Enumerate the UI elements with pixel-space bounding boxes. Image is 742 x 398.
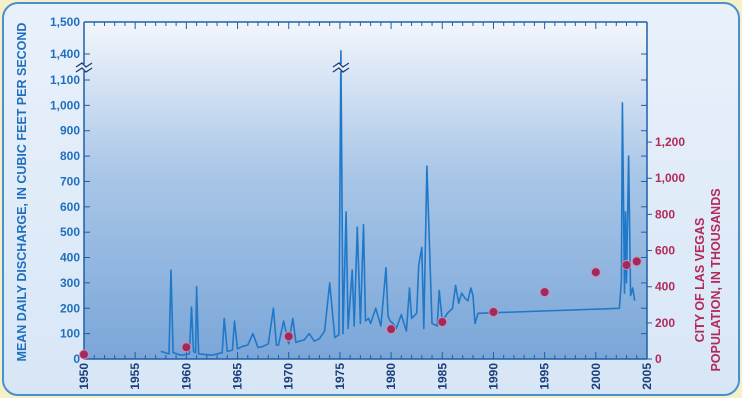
right-axis-label-line1: CITY OF LAS VEGAS xyxy=(693,218,707,343)
x-tick-label-1990: 1990 xyxy=(486,363,500,390)
x-tick-label-1995: 1995 xyxy=(538,363,552,390)
population-point xyxy=(622,261,631,270)
y-right-tick-label: 800 xyxy=(655,207,675,221)
x-tick-label-2005: 2005 xyxy=(640,363,654,390)
y-left-tick-label: 900 xyxy=(60,124,80,138)
y-right-tick-label: 0 xyxy=(655,352,662,366)
x-tick-label-1985: 1985 xyxy=(435,363,449,390)
x-tick-label-1970: 1970 xyxy=(282,363,296,390)
y-left-tick-label: 800 xyxy=(60,149,80,163)
y-right-tick-label: 1,200 xyxy=(655,135,685,149)
y-left-tick-label: 1,000 xyxy=(50,98,80,112)
y-left-tick-label: 200 xyxy=(60,301,80,315)
y-right-tick-label: 600 xyxy=(655,244,675,258)
x-tick-label-1955: 1955 xyxy=(128,363,142,390)
y-left-tick-label: 600 xyxy=(60,200,80,214)
x-tick-label-1950: 1950 xyxy=(77,363,91,390)
y-left-tick-label: 100 xyxy=(60,327,80,341)
population-point xyxy=(632,257,641,266)
population-point xyxy=(540,288,549,297)
y-left-tick-label: 1,400 xyxy=(50,47,80,61)
y-left-tick-label: 700 xyxy=(60,174,80,188)
population-point xyxy=(438,317,447,326)
y-left-tick-label: 500 xyxy=(60,225,80,239)
population-point xyxy=(182,343,191,352)
population-point xyxy=(489,308,498,317)
x-tick-label-2000: 2000 xyxy=(589,363,603,390)
population-point xyxy=(387,325,396,334)
y-right-tick-label: 400 xyxy=(655,280,675,294)
x-tick-label-1980: 1980 xyxy=(384,363,398,390)
x-tick-label-1960: 1960 xyxy=(179,363,193,390)
population-point xyxy=(591,268,600,277)
y-left-tick-label: 400 xyxy=(60,251,80,265)
left-axis-label: MEAN DAILY DISCHARGE, IN CUBIC FEET PER … xyxy=(15,23,29,362)
y-left-tick-label: 1,500 xyxy=(50,15,80,29)
x-tick-label-1965: 1965 xyxy=(231,363,245,390)
population-point xyxy=(284,332,293,341)
y-right-tick-label: 200 xyxy=(655,316,675,330)
population-point xyxy=(80,350,89,359)
x-tick-label-1975: 1975 xyxy=(333,363,347,390)
y-left-tick-label: 300 xyxy=(60,276,80,290)
discharge-population-chart: MEAN DAILY DISCHARGE, IN CUBIC FEET PER … xyxy=(4,4,738,394)
right-axis-label-line2: POPULATION, IN THOUSANDS xyxy=(709,188,723,371)
y-left-tick-label: 1,100 xyxy=(50,73,80,87)
y-right-tick-label: 1,000 xyxy=(655,171,685,185)
